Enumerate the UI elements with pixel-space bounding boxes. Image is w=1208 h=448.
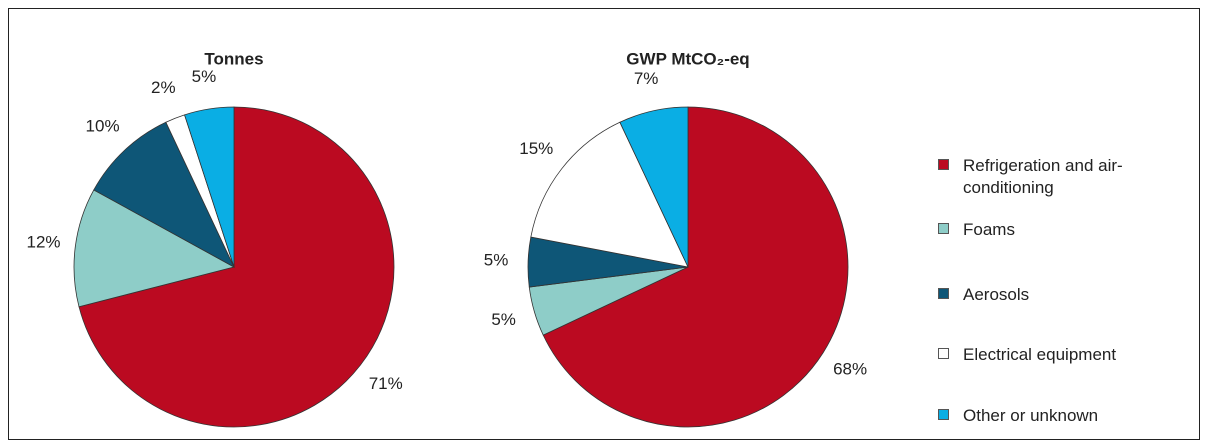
chart-title: GWP MtCO₂-eq [626,49,749,68]
pie-slice [73,189,236,308]
frame [8,8,1200,440]
data-label: 2% [151,78,176,97]
chart-title: Tonnes [204,49,263,68]
legend-label: Refrigeration and air-conditioning [963,156,1123,197]
data-label: 12% [26,232,60,251]
pie-slice [93,121,235,268]
data-label: 71% [369,374,403,393]
legend-item: Other or unknown [938,405,1163,427]
pie-slice [542,106,849,428]
legend-swatch [938,159,949,170]
legend-label: Other or unknown [963,406,1099,425]
data-label: 10% [86,117,120,136]
legend-label: Foams [963,220,1015,239]
legend-label: Electrical equipment [963,345,1117,364]
legend-label: Aerosols [963,285,1030,304]
legend-item: Foams [938,219,1163,241]
legend-swatch [938,223,949,234]
legend-item: Electrical equipment [938,344,1163,366]
pie-slice [530,121,689,268]
data-label: 5% [192,67,217,86]
pie-slice [184,106,235,268]
data-label: 7% [634,69,659,88]
legend-swatch [938,409,949,420]
legend-swatch [938,348,949,359]
data-label: 15% [519,139,553,158]
data-label: 5% [491,310,516,329]
data-label: 5% [484,250,509,269]
legend-swatch [938,288,949,299]
pie-slice [619,106,689,268]
pie-slice [78,106,395,428]
legend-item: Aerosols [938,284,1163,306]
data-label: 68% [833,359,867,378]
legend-item: Refrigeration and air-conditioning [938,155,1163,199]
